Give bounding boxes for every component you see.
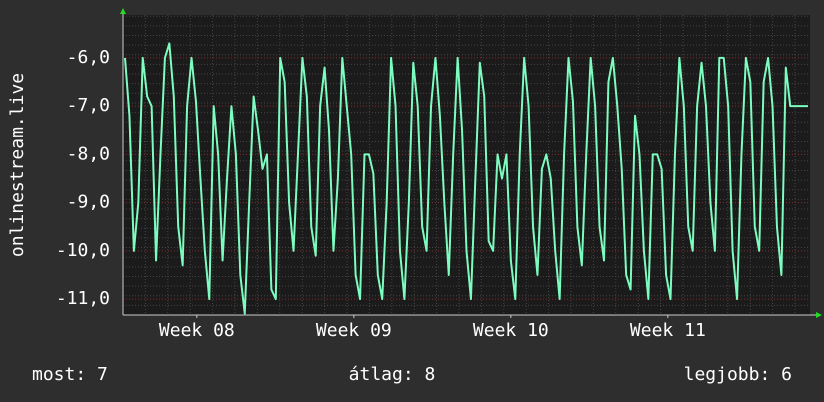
x-arrow bbox=[816, 312, 822, 318]
y-tick-label: -10,0 bbox=[56, 240, 110, 261]
footer-best: legjobb: 6 bbox=[684, 364, 792, 385]
y-tick-label: -11,0 bbox=[56, 288, 110, 309]
x-tick-label: Week 09 bbox=[316, 320, 392, 341]
x-tick-label: Week 10 bbox=[473, 320, 549, 341]
y-axis-label: onlinestream.live bbox=[7, 73, 28, 257]
minor-grid bbox=[123, 15, 810, 315]
footer-current: most: 7 bbox=[32, 364, 108, 385]
plot-area bbox=[123, 15, 810, 315]
x-tick-label: Week 08 bbox=[159, 320, 235, 341]
y-tick-label: -6,0 bbox=[67, 47, 110, 68]
y-tick-label: -7,0 bbox=[67, 95, 110, 116]
x-tick-label: Week 11 bbox=[630, 320, 706, 341]
y-arrow bbox=[120, 8, 126, 14]
y-tick-label: -8,0 bbox=[67, 143, 110, 164]
y-tick-label: -9,0 bbox=[67, 192, 110, 213]
marks bbox=[124, 42, 808, 315]
footer-average: átlag: 8 bbox=[349, 364, 436, 385]
data-line bbox=[124, 42, 808, 315]
